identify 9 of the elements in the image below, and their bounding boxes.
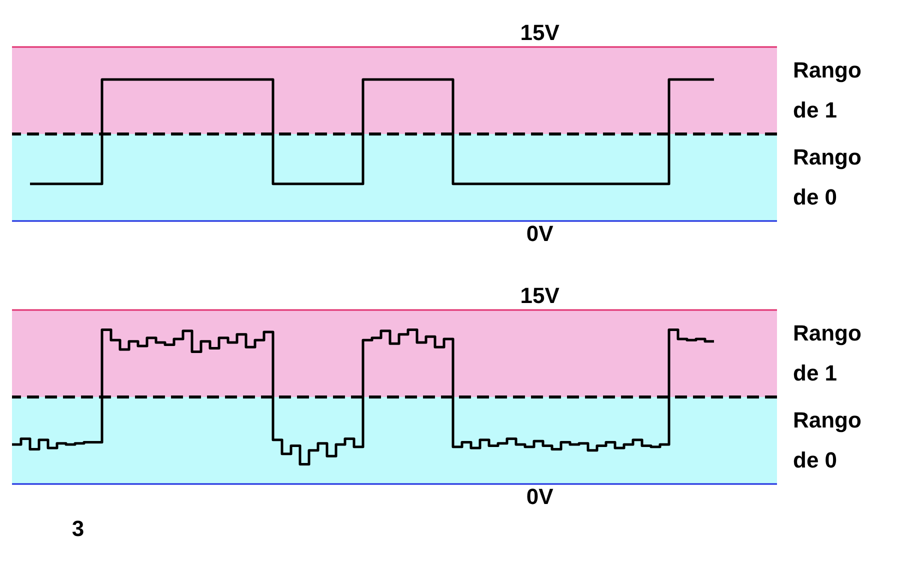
- ref-line-label: 0V: [526, 221, 554, 246]
- text: 3: [72, 516, 84, 541]
- band-label: Rango de 0: [793, 408, 862, 472]
- ref-line-label: 15V: [520, 283, 560, 308]
- band-label: Rango de 1: [793, 320, 862, 386]
- band-label: Rango de 0: [793, 144, 862, 210]
- ref-line-label: 0V: [526, 484, 554, 509]
- ref-line-label: 15V: [520, 20, 560, 45]
- band-label: Rango de 1: [793, 58, 862, 122]
